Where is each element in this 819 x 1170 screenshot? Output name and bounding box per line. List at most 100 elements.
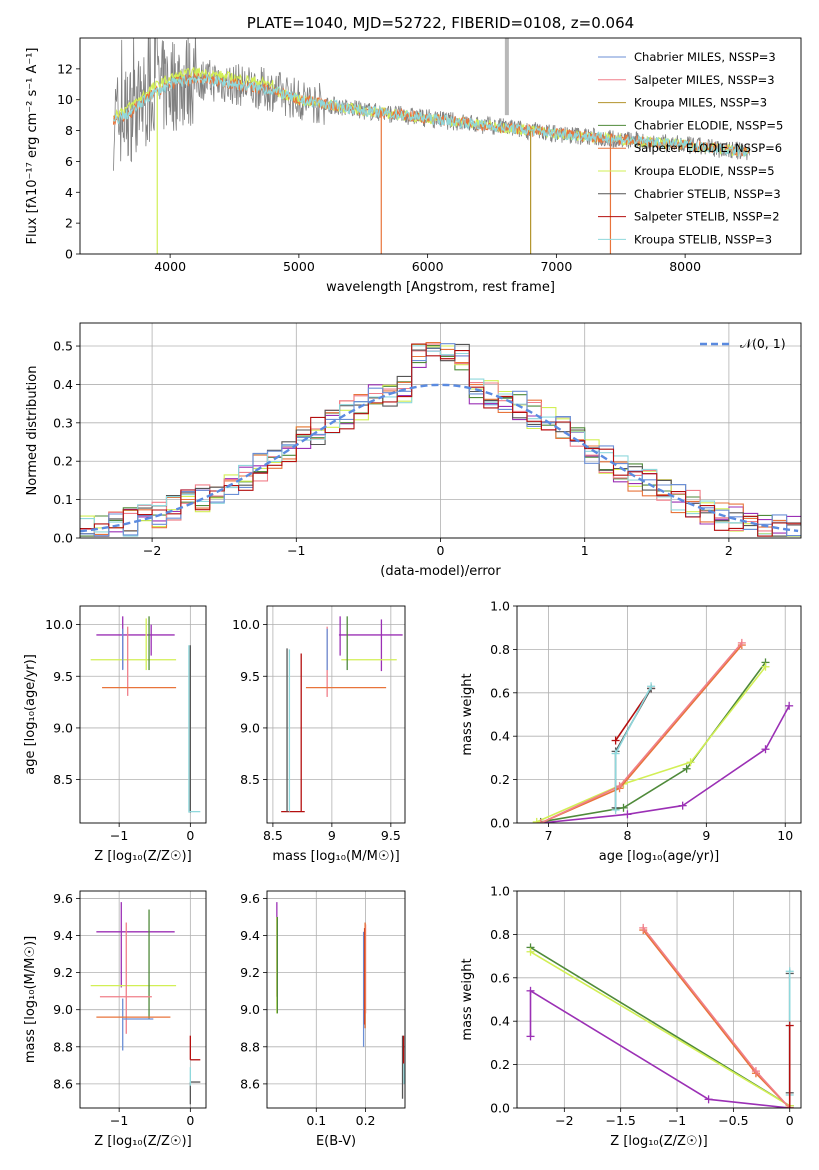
- y-tick-label: 9.0: [53, 1002, 73, 1017]
- panel-weight_vs_age: 7 8 9 10 0.0 0.2 0.4 0.6 0.8 1.0 age [log₁₀(age/yr…: [460, 599, 802, 864]
- y-tick-label: 0.1: [53, 492, 73, 507]
- y-tick-label: 0.3: [53, 415, 73, 430]
- y-tick-label: 9.2: [53, 965, 73, 980]
- plot-area: [90, 902, 201, 1105]
- y-tick-label: 0.0: [53, 531, 73, 546]
- y-tick-label: 0.5: [53, 339, 73, 354]
- y-tick-label: 0.6: [490, 685, 510, 700]
- x-axis-label: (data-model)/error: [380, 564, 501, 579]
- legend-label: Salpeter STELIB, NSSP=2: [634, 210, 780, 224]
- y-tick-label: 8: [65, 123, 73, 138]
- y-axis-label: mass weight: [460, 958, 475, 1040]
- panel-age_vs_mass: 8.5 9 9.5 8.5 9.0 9.5 10.0 mass [log₁₀(M/M☉)]: [232, 605, 406, 864]
- y-tick-label: 2: [65, 216, 73, 231]
- x-axis-label: Z [log₁₀(Z/Z☉)]: [94, 849, 191, 864]
- legend-label: Kroupa MILES, NSSP=3: [634, 96, 767, 110]
- y-tick-label: 10.0: [45, 617, 73, 632]
- x-tick-label: 9.5: [381, 828, 401, 843]
- plot-area: [112, 38, 750, 254]
- weight-line-kroupa_elodie: [536, 666, 767, 823]
- x-tick-label: 8000: [669, 259, 701, 274]
- y-tick-label: 9.6: [53, 891, 73, 906]
- emission-line-mark: [504, 38, 509, 116]
- y-tick-label: 10.0: [232, 617, 260, 632]
- y-tick-label: 9.0: [53, 720, 73, 735]
- x-tick-label: 4000: [154, 259, 186, 274]
- plot-area: [532, 638, 794, 823]
- panel-weight_vs_z: −2 −1.5 −1 −0.5 0 0.0 0.2 0.4 0.6 0.8 1.0 Z [log₁₀(…: [460, 884, 802, 1149]
- x-tick-label: 8: [623, 828, 631, 843]
- x-tick-label: 8.5: [263, 828, 283, 843]
- y-tick-label: 9.5: [53, 669, 73, 684]
- y-axis-label: age [log₁₀(age/yr)]: [23, 654, 38, 775]
- x-tick-label: 2: [725, 543, 733, 558]
- chart-title: PLATE=1040, MJD=52722, FIBERID=0108, z=0…: [247, 14, 634, 32]
- y-tick-label: 8.6: [53, 1076, 73, 1091]
- x-tick-label: −2: [143, 543, 161, 558]
- x-tick-label: −1.5: [606, 1113, 636, 1128]
- normal-curve: [80, 383, 799, 533]
- y-tick-label: 12: [57, 61, 73, 76]
- x-tick-label: 9: [328, 828, 336, 843]
- y-tick-label: 0.4: [490, 729, 510, 744]
- y-tick-label: 4: [65, 185, 73, 200]
- plot-area: [281, 616, 403, 813]
- x-tick-label: 7000: [540, 259, 572, 274]
- histogram-step-chabrier_miles: [80, 343, 801, 537]
- y-tick-label: 0.4: [490, 1014, 510, 1029]
- x-tick-label: 5000: [283, 259, 315, 274]
- x-tick-label: 0: [786, 1113, 794, 1128]
- histogram-step-kroupa_stelib: [80, 345, 801, 537]
- y-axis-label: Flux [fλ10⁻¹⁷ erg cm⁻² s⁻¹ A⁻¹]: [25, 48, 40, 245]
- panel-mass_vs_ebv: 0.1 0.2 8.6 8.8 9.0 9.2 9.4 9.6 E(B-V): [240, 890, 406, 1149]
- weight-line-purple: [529, 989, 790, 1108]
- x-tick-label: −1: [287, 543, 305, 558]
- legend-label: Chabrier ELODIE, NSSP=5: [634, 118, 783, 132]
- plot-area: [90, 616, 201, 813]
- y-tick-label: 9.4: [53, 928, 73, 943]
- histogram-step-salpeter_stelib: [80, 343, 801, 537]
- x-tick-label: 0.1: [306, 1113, 326, 1128]
- y-tick-label: 0.8: [490, 642, 510, 657]
- y-tick-label: 0.2: [53, 454, 73, 469]
- legend-label: Chabrier MILES, NSSP=3: [634, 50, 776, 64]
- x-tick-label: −1: [668, 1113, 686, 1128]
- weight-line-chabrier_elodie: [540, 661, 767, 823]
- legend-label: 𝒩(0, 1): [740, 336, 786, 351]
- y-tick-label: 8.6: [240, 1076, 260, 1091]
- axes-frame: [266, 605, 406, 824]
- x-tick-label: −0.5: [718, 1113, 748, 1128]
- weight-line-salpeter_miles: [642, 927, 791, 1108]
- plot-area: [526, 923, 794, 1108]
- legend-label: Kroupa STELIB, NSSP=3: [634, 232, 772, 246]
- y-tick-label: 9.4: [240, 928, 260, 943]
- y-tick-label: 6: [65, 154, 73, 169]
- y-tick-label: 0.2: [490, 772, 510, 787]
- y-tick-label: 8.5: [240, 772, 260, 787]
- y-tick-label: 9.5: [240, 669, 260, 684]
- weight-line-kroupa_stelib: [614, 685, 652, 810]
- y-tick-label: 9.6: [240, 891, 260, 906]
- x-tick-label: −2: [555, 1113, 573, 1128]
- y-tick-label: 9.2: [240, 965, 260, 980]
- y-tick-label: 8.8: [53, 1039, 73, 1054]
- panel-spectrum: 4000 5000 6000 7000 8000 0 2 4 6 8 10 12 wavelength …: [25, 14, 802, 295]
- y-axis-label: mass [log₁₀(M/M☉)]: [23, 936, 38, 1063]
- axes-frame: [79, 890, 207, 1109]
- x-tick-label: 0: [186, 828, 194, 843]
- y-tick-label: 0.0: [490, 1101, 510, 1116]
- legend-label: Salpeter MILES, NSSP=3: [634, 73, 775, 87]
- weight-line-kroupa_elodie: [530, 951, 791, 1107]
- x-tick-label: 9: [702, 828, 710, 843]
- y-tick-label: 0.0: [490, 816, 510, 831]
- axes-frame: [79, 37, 802, 255]
- x-tick-label: 0: [186, 1113, 194, 1128]
- panel-age_vs_z: −1 0 8.5 9.0 9.5 10.0 Z [log₁₀(Z/Z☉)] age [log₁…: [23, 605, 207, 864]
- y-tick-label: 1.0: [490, 599, 510, 614]
- x-axis-label: Z [log₁₀(Z/Z☉)]: [610, 1134, 707, 1149]
- y-tick-label: 0.6: [490, 970, 510, 985]
- plot-area: [80, 342, 801, 537]
- axes-frame: [516, 890, 802, 1109]
- y-tick-label: 0: [65, 247, 73, 262]
- axes-frame: [516, 605, 802, 824]
